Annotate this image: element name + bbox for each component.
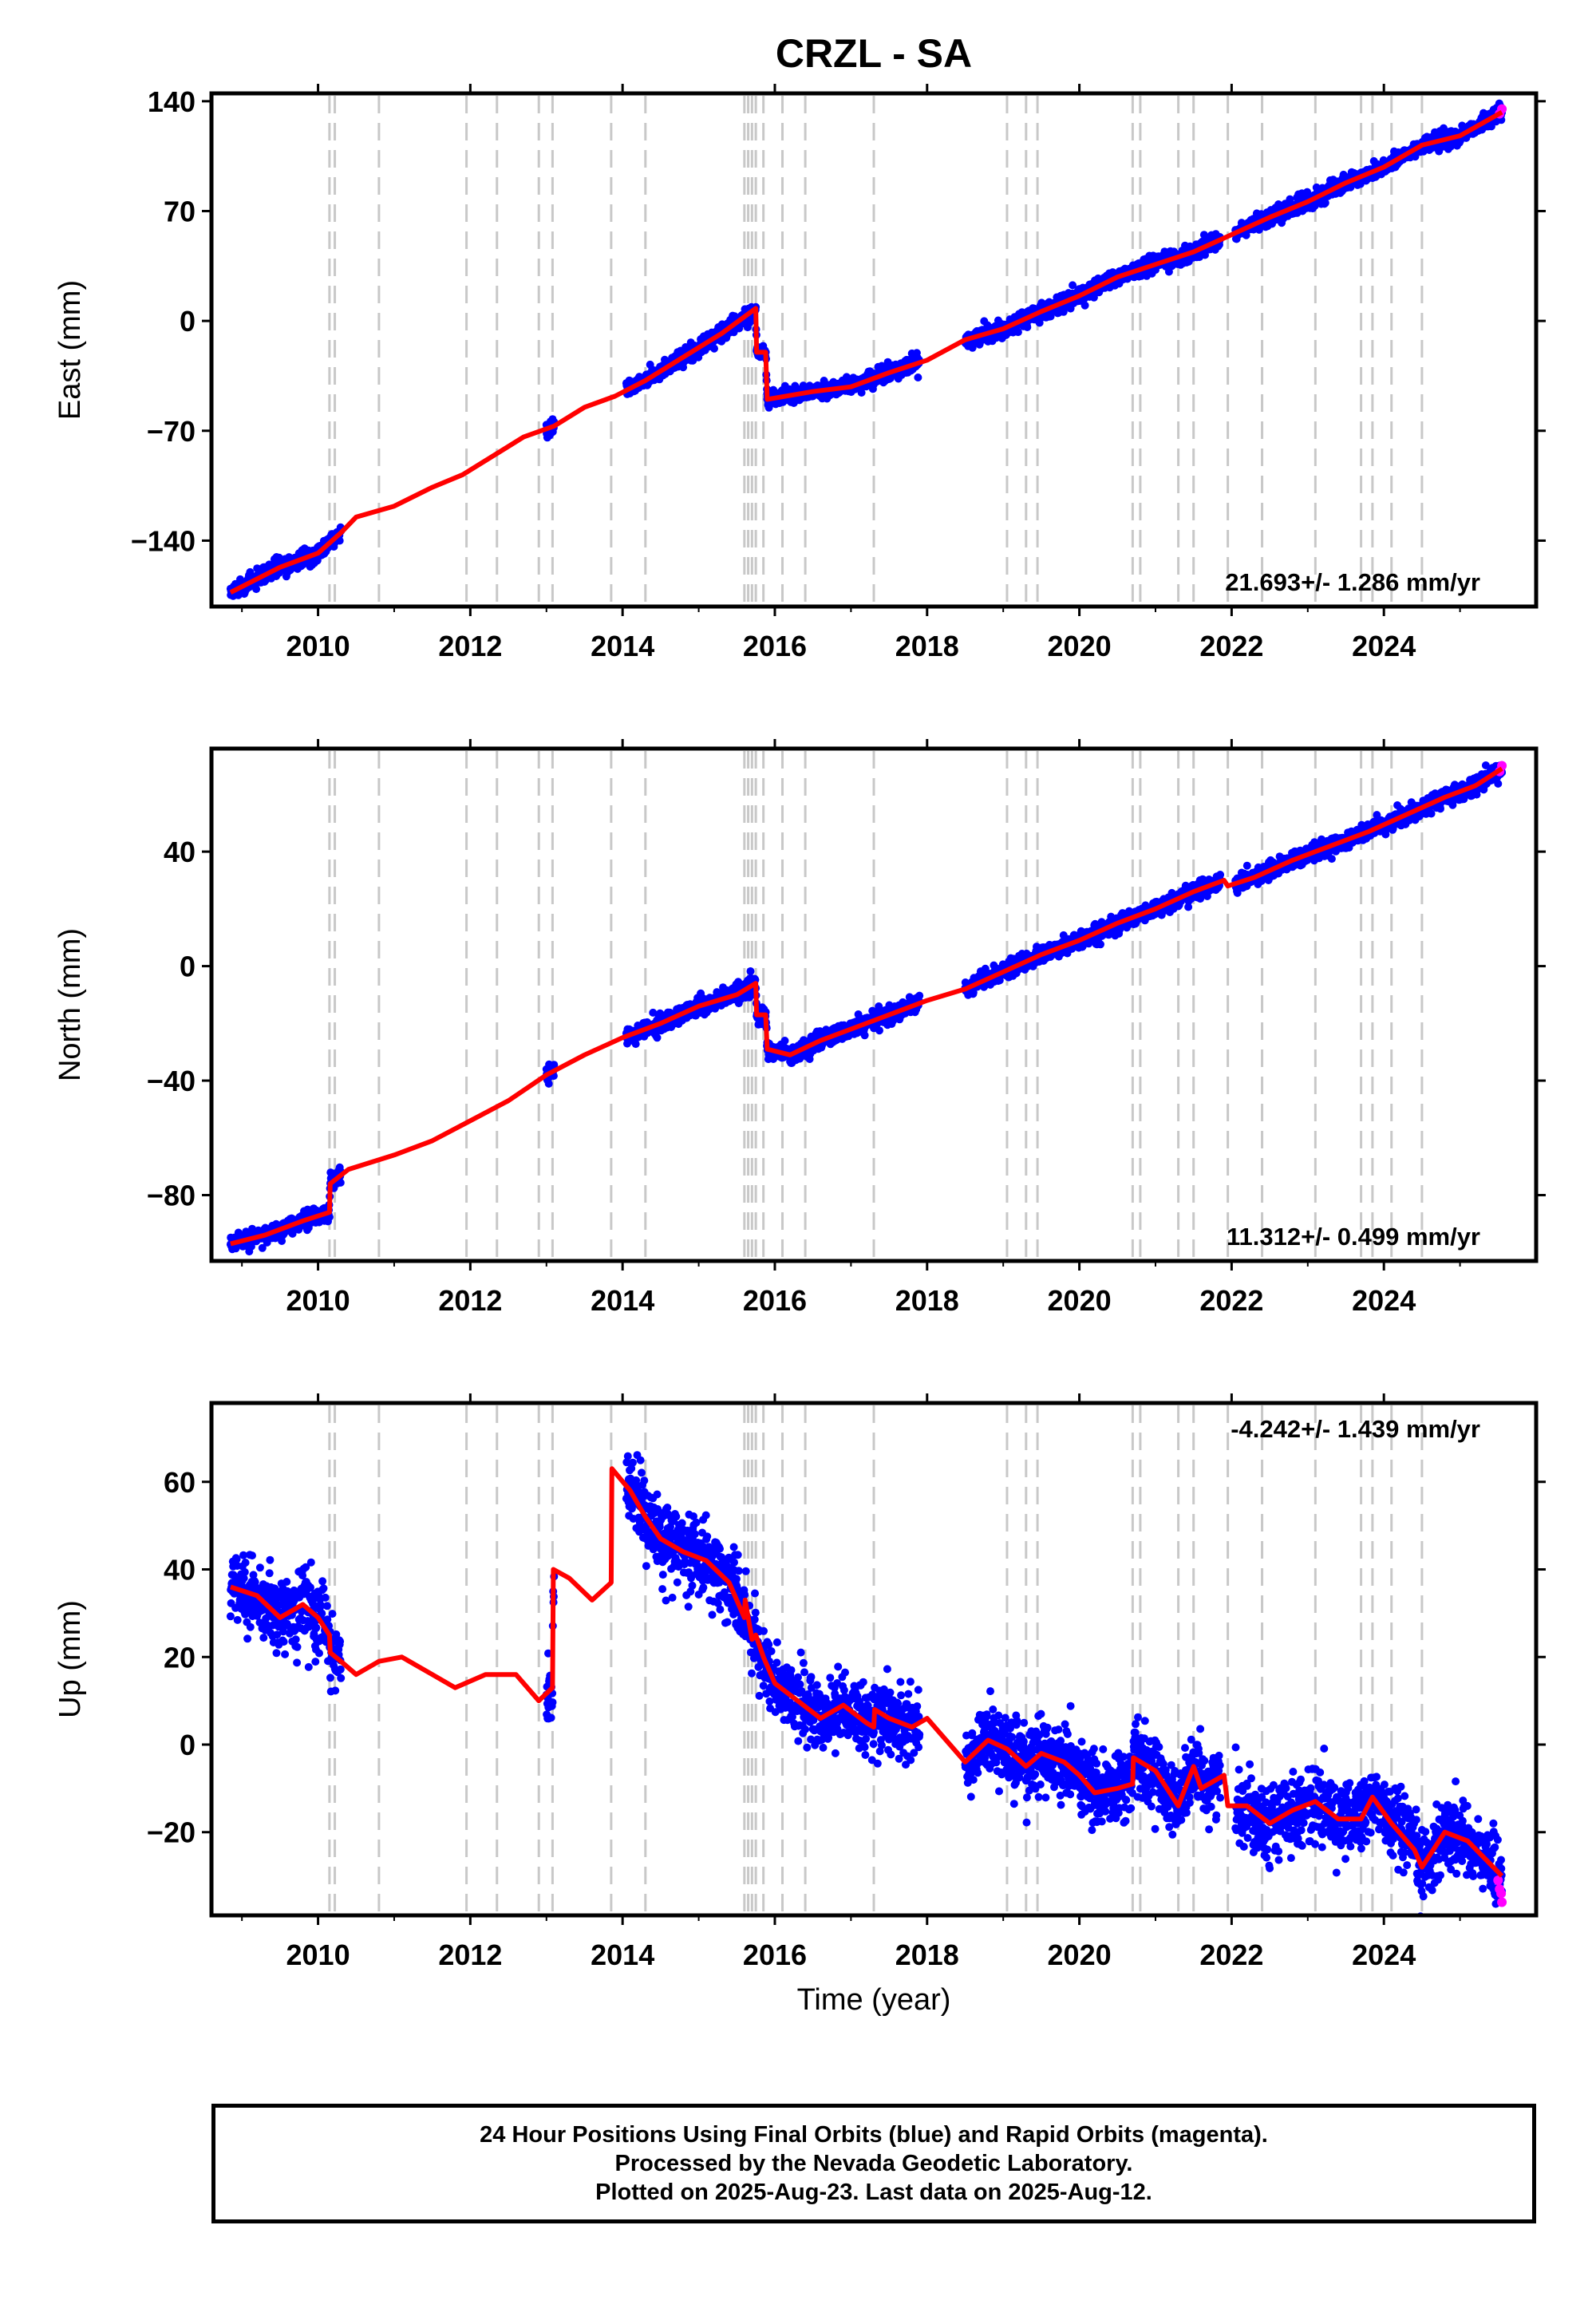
x-tick-label: 2018 bbox=[895, 630, 959, 662]
final-point bbox=[1321, 199, 1329, 207]
final-point bbox=[653, 1034, 662, 1042]
y-tick-label: −70 bbox=[147, 415, 196, 448]
final-point bbox=[860, 1031, 869, 1040]
north-final-points bbox=[226, 761, 1507, 1256]
final-point bbox=[969, 988, 978, 997]
final-point bbox=[1199, 231, 1208, 239]
x-tick-label: 2012 bbox=[438, 630, 502, 662]
east-panel: 140 70 0 −70 −140 2010 2012 2014 2016 2018 2020 202… bbox=[53, 84, 1546, 662]
east-plot-frame bbox=[209, 91, 1539, 609]
final-point bbox=[1080, 301, 1089, 310]
final-point bbox=[1023, 323, 1032, 331]
y-tick-label: 140 bbox=[148, 85, 196, 118]
final-point bbox=[252, 585, 261, 594]
final-point bbox=[550, 1061, 559, 1069]
final-point bbox=[734, 978, 743, 986]
east-final-points bbox=[226, 99, 1507, 600]
x-tick-label: 2016 bbox=[743, 630, 807, 662]
east-y-axis-title: East (mm) bbox=[53, 280, 87, 420]
x-tick-label: 2024 bbox=[1352, 630, 1416, 662]
final-point bbox=[915, 991, 924, 1000]
final-point bbox=[914, 373, 922, 381]
figure-title: CRZL - SA bbox=[776, 31, 972, 76]
y-tick-label: 70 bbox=[164, 195, 196, 227]
final-point bbox=[631, 1040, 640, 1049]
x-tick-label: 2020 bbox=[1048, 630, 1112, 662]
east-rate-label: 21.693+/- 1.286 mm/yr bbox=[1225, 568, 1480, 596]
final-point bbox=[544, 1079, 553, 1088]
final-point bbox=[1069, 281, 1077, 290]
final-point bbox=[710, 344, 718, 353]
final-point bbox=[1013, 328, 1022, 337]
y-tick-label: −140 bbox=[131, 524, 196, 557]
x-tick-label: 2014 bbox=[591, 630, 654, 662]
y-tick-label: 0 bbox=[180, 305, 196, 338]
x-tick-label: 2010 bbox=[286, 630, 350, 662]
final-point bbox=[746, 967, 755, 975]
final-point bbox=[875, 1026, 883, 1035]
final-point bbox=[247, 1242, 255, 1251]
final-point bbox=[780, 1037, 789, 1045]
final-point bbox=[981, 964, 990, 973]
east-step-lines bbox=[328, 96, 1424, 604]
final-point bbox=[649, 1008, 658, 1017]
north-step-lines bbox=[328, 751, 1424, 1259]
final-point bbox=[258, 1243, 267, 1252]
final-point bbox=[336, 1178, 345, 1187]
final-point bbox=[857, 389, 866, 397]
x-tick-label: 2022 bbox=[1199, 630, 1263, 662]
east-model-line bbox=[229, 109, 1503, 595]
final-point bbox=[1089, 293, 1098, 302]
